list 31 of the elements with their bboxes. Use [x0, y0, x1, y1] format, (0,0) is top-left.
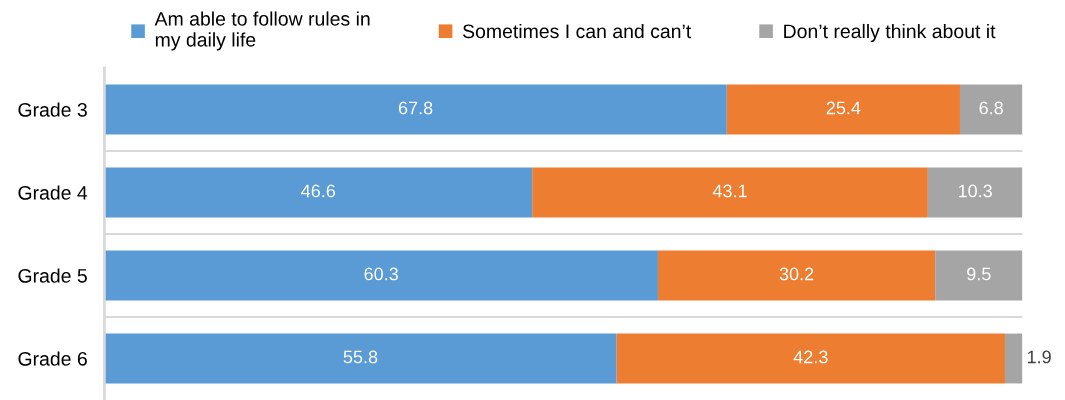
legend-label: Am able to follow rules in my daily life	[154, 11, 370, 51]
data-label: 6.8	[979, 101, 1003, 115]
data-label: 46.6	[301, 184, 336, 198]
data-label: 25.4	[826, 101, 861, 115]
data-label: 60.3	[364, 267, 398, 281]
bar	[935, 250, 1023, 301]
bar	[616, 333, 1005, 384]
bar	[104, 333, 617, 384]
y-tick-label: Grade 6	[18, 351, 87, 366]
y-tick-label: Grade 4	[18, 185, 88, 200]
bar	[532, 167, 928, 218]
bar	[959, 84, 1023, 135]
data-label: 1.9	[1027, 350, 1051, 364]
bar	[657, 250, 936, 301]
bar	[104, 84, 727, 135]
data-label: 10.3	[958, 184, 992, 198]
data-label: 9.5	[967, 267, 991, 281]
bar	[927, 167, 1023, 218]
data-label: 42.3	[793, 350, 828, 364]
data-label: 43.1	[712, 184, 747, 198]
data-label: 55.8	[343, 350, 378, 364]
y-tick-label: Grade 3	[18, 102, 87, 117]
legend-label: Sometimes I can and can’t	[462, 23, 692, 39]
bar	[104, 167, 533, 218]
data-label: 30.2	[779, 267, 814, 281]
bar	[1004, 333, 1023, 384]
bar	[726, 84, 960, 135]
y-tick-label: Grade 5	[18, 268, 87, 283]
bar	[104, 250, 658, 301]
legend-label: Don’t really think about it	[784, 23, 996, 43]
data-label: 67.8	[398, 101, 433, 115]
